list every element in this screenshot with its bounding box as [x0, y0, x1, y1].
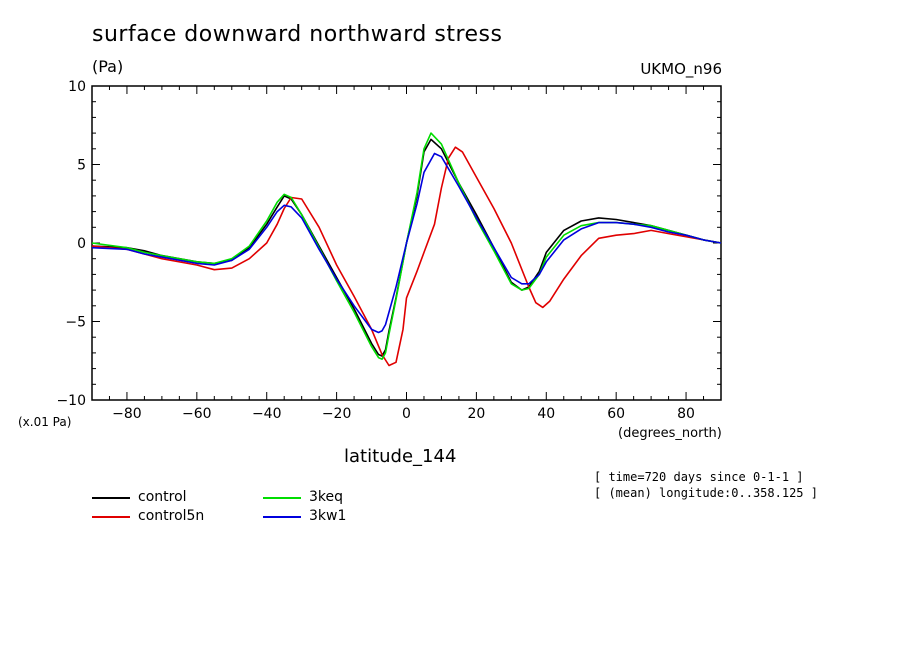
- x-axis-label: latitude_144: [344, 446, 457, 467]
- x-tick-label: −60: [182, 406, 212, 422]
- y-tick-label: 10: [68, 79, 86, 95]
- model-label: UKMO_n96: [640, 60, 722, 78]
- y-tick-label: −5: [65, 315, 86, 331]
- x-tick-label: 40: [537, 406, 555, 422]
- chart-title: surface downward northward stress: [92, 22, 503, 47]
- y-tick-label: 5: [77, 158, 86, 174]
- x-tick-label: 20: [467, 406, 485, 422]
- series-line-control5n: [91, 146, 722, 367]
- legend-label-control: control: [138, 489, 187, 505]
- x-tick-label: 80: [677, 406, 695, 422]
- longitude-info: [ (mean) longitude:0..358.125 ]: [594, 486, 818, 500]
- legend-label-control5n: control5n: [138, 508, 205, 524]
- legend-swatch-control: [92, 497, 130, 499]
- series-line-3kw1: [91, 152, 722, 334]
- y-units-label: (Pa): [92, 57, 124, 76]
- legend-label-3keq: 3keq: [309, 489, 344, 505]
- legend-swatch-3keq: [263, 497, 301, 499]
- x-tick-label: 0: [402, 406, 411, 422]
- legend-label-3kw1: 3kw1: [309, 508, 347, 524]
- y-tick-label: 0: [77, 236, 86, 252]
- x-units-label: (degrees_north): [618, 426, 722, 441]
- series-line-control: [91, 138, 722, 357]
- x-tick-label: 60: [607, 406, 625, 422]
- legend-swatch-control5n: [92, 516, 130, 518]
- time-info: [ time=720 days since 0-1-1 ]: [594, 470, 804, 484]
- legend-swatch-3kw1: [263, 516, 301, 518]
- x-tick-label: −40: [252, 406, 282, 422]
- x-tick-label: −80: [112, 406, 142, 422]
- scale-label: (x.01 Pa): [18, 415, 72, 429]
- y-tick-label: −10: [56, 393, 86, 409]
- x-tick-label: −20: [322, 406, 352, 422]
